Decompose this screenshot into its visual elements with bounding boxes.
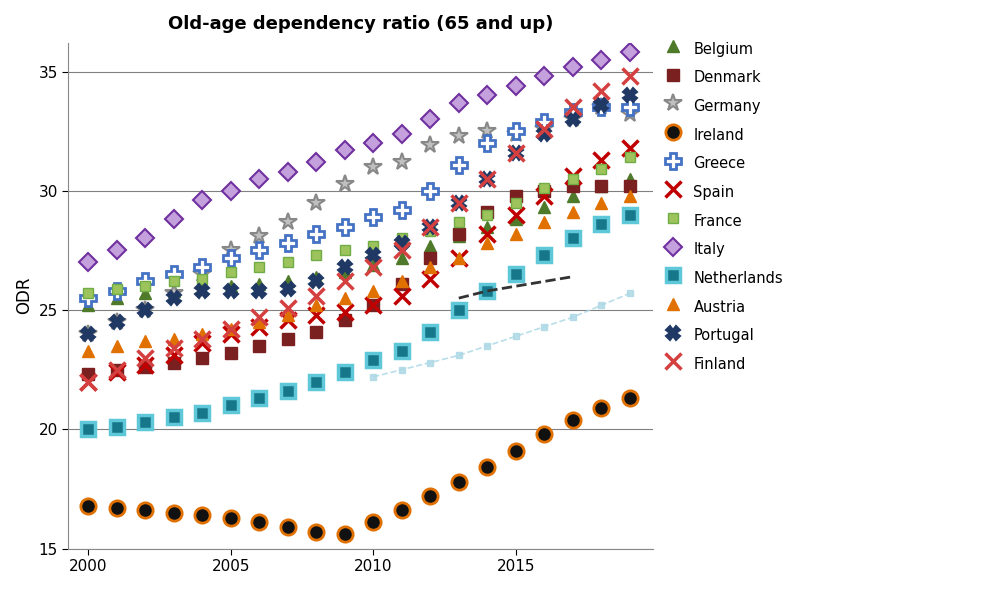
- Legend: Belgium, Denmark, Germany, Ireland, Greece, Spain, France, Italy, Netherlands, A: Belgium, Denmark, Germany, Ireland, Gree…: [659, 33, 789, 380]
- Title: Old-age dependency ratio (65 and up): Old-age dependency ratio (65 and up): [168, 15, 554, 33]
- Y-axis label: ODR: ODR: [15, 277, 33, 315]
